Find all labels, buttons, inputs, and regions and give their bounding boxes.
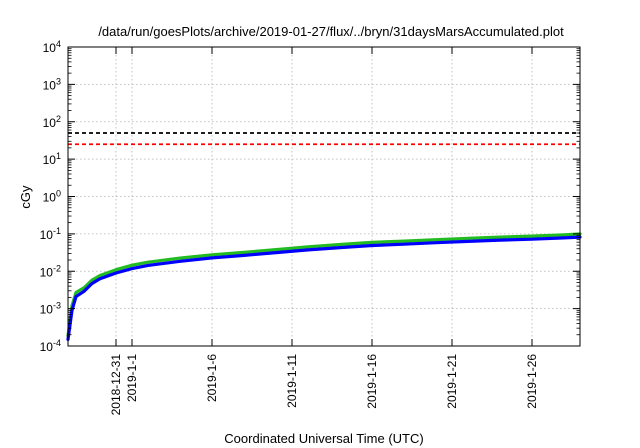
- y-tick-label: 10-3: [40, 301, 61, 317]
- y-tick-label: 10-1: [40, 226, 61, 242]
- y-tick-label: 10-4: [40, 338, 61, 354]
- x-tick-label: 2019-1-1: [125, 354, 139, 402]
- x-tick-label: 2018-12-31: [109, 354, 123, 416]
- x-axis: 2018-12-31 2019-1-1 2019-1-6 2019-1-11 2019-…: [109, 47, 539, 415]
- y-tick-label: 102: [43, 114, 61, 130]
- y-tick-label: 10-2: [40, 263, 61, 279]
- y-tick-label: 104: [43, 39, 61, 55]
- series-line: [66, 232, 582, 338]
- series-group: [66, 232, 582, 341]
- y-axis: 10-4 10-3 10-2 10-1 100 101 102 103 104: [40, 39, 580, 354]
- x-tick-label: 2019-1-6: [205, 354, 219, 402]
- chart-title: /data/run/goesPlots/archive/2019-01-27/f…: [98, 24, 564, 39]
- x-tick-label: 2019-1-21: [445, 354, 459, 409]
- grid: [68, 47, 580, 346]
- y-tick-label: 103: [43, 76, 61, 92]
- y-tick-label: 101: [43, 151, 61, 167]
- x-tick-label: 2019-1-26: [525, 354, 539, 409]
- x-axis-label: Coordinated Universal Time (UTC): [224, 431, 423, 446]
- y-axis-label: cGy: [18, 185, 33, 209]
- x-tick-label: 2019-1-11: [285, 354, 299, 408]
- x-tick-label: 2019-1-16: [365, 354, 379, 409]
- reference-lines: [68, 132, 580, 146]
- y-tick-label: 100: [43, 189, 61, 205]
- series-line: [66, 235, 582, 341]
